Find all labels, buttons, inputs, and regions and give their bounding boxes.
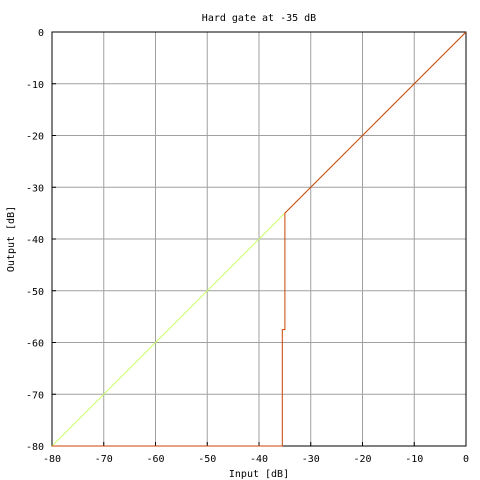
series-group <box>51 31 467 447</box>
x-tick-label: -20 <box>353 454 371 465</box>
x-tick-label: -40 <box>250 454 268 465</box>
x-tick-label: -10 <box>405 454 423 465</box>
y-tick-label: -30 <box>26 183 44 194</box>
series-line-1 <box>51 212 286 447</box>
x-tick-label: -50 <box>198 454 216 465</box>
y-tick-label: -10 <box>26 80 44 91</box>
x-axis-ticks: -80 -70 -60 -50 -40 -30 -20 -10 0 <box>43 442 469 465</box>
y-tick-label: 0 <box>38 28 44 39</box>
y-axis-ticks: 0 -10 -20 -30 -40 -50 -60 -70 -80 <box>26 28 56 453</box>
y-tick-label: -50 <box>26 287 44 298</box>
y-tick-label: -40 <box>26 235 44 246</box>
y-tick-label: -80 <box>26 442 44 453</box>
y-tick-label: -20 <box>26 132 44 143</box>
x-tick-label: -30 <box>302 454 320 465</box>
y-tick-label: -60 <box>26 339 44 350</box>
x-tick-label: -70 <box>95 454 113 465</box>
x-axis-label: Input [dB] <box>229 469 289 480</box>
chart-title: Hard gate at -35 dB <box>202 13 316 24</box>
x-tick-label: -80 <box>43 454 61 465</box>
y-tick-label: -70 <box>26 390 44 401</box>
y-axis-label: Output [dB] <box>6 206 17 272</box>
series-line-2 <box>52 31 467 447</box>
x-tick-label: 0 <box>463 454 469 465</box>
x-tick-label: -60 <box>146 454 164 465</box>
